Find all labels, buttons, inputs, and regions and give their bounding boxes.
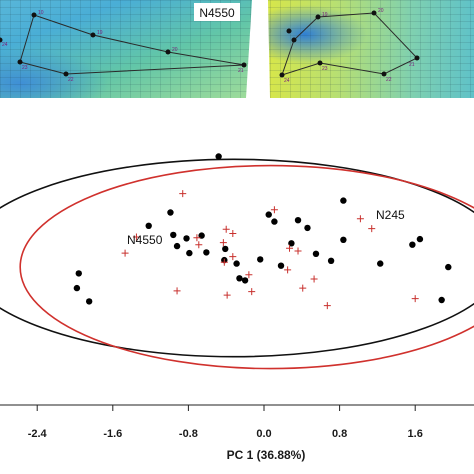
data-point-n245 [310, 275, 318, 283]
right-landmark-number: 21 [409, 62, 415, 68]
data-point-n4550 [233, 260, 240, 267]
right-landmark-number: 19 [322, 12, 328, 18]
left-landmark-number: 22 [68, 77, 74, 83]
data-point-n4550 [312, 250, 320, 257]
confidence-ellipses [0, 158, 474, 370]
data-point-n4550 [145, 222, 152, 229]
right-inset-grid [268, 0, 474, 98]
data-point-n245 [193, 234, 201, 242]
data-point-n245 [323, 302, 331, 310]
data-point-n4550 [277, 262, 285, 269]
data-point-n4550 [73, 284, 81, 292]
confidence-ellipse-n4550 [0, 158, 474, 358]
data-point-n4550 [304, 224, 311, 232]
data-point-n245 [219, 239, 227, 247]
data-point-n245 [222, 225, 230, 233]
data-point-n245 [223, 291, 231, 299]
inset-label-box [194, 3, 240, 21]
inset-label: N4550 [199, 6, 235, 20]
data-point-n245 [245, 271, 253, 279]
data-point-n4550 [265, 211, 272, 218]
data-point-n4550 [203, 249, 210, 256]
data-point-n4550 [416, 235, 424, 243]
data-point-n4550 [173, 242, 181, 250]
group-label-n4550: N4550 [127, 233, 163, 247]
left-landmark-number: 23 [22, 65, 28, 71]
left-landmark-number: 19 [97, 30, 103, 36]
data-point-n4550 [222, 245, 229, 253]
data-point-n4550 [215, 153, 222, 160]
data-point-n4550 [409, 241, 416, 248]
data-point-n245 [284, 266, 292, 274]
data-point-n245 [286, 244, 294, 252]
data-point-n4550 [75, 270, 82, 277]
data-point-n245 [195, 241, 203, 249]
data-point-n4550 [241, 277, 249, 284]
right-inset-outline [281, 12, 418, 76]
data-point-n4550 [271, 218, 278, 225]
data-point-n4550 [340, 197, 347, 204]
x-axis-title: PC 1 (36.88%) [227, 448, 306, 462]
left-landmark-number: 21 [238, 68, 244, 74]
x-tick-label: -1.6 [103, 428, 122, 440]
x-tick-label: 0.8 [332, 428, 347, 440]
data-point-n245 [179, 190, 187, 198]
pca-scatter-plot: N4550 N245 -3.2-2.4-1.6-0.80.00.81.62.4 … [0, 153, 474, 462]
data-point-n245 [294, 247, 302, 255]
data-point-n4550 [236, 275, 243, 282]
confidence-ellipse-n245 [19, 164, 474, 370]
data-point-n245 [220, 258, 228, 266]
data-point-n245 [132, 233, 140, 241]
data-point-n4550 [340, 236, 347, 243]
data-point-n245 [368, 225, 376, 233]
data-point-n4550 [167, 209, 174, 216]
left-landmark-number: 10 [38, 10, 44, 16]
data-point-n4550 [377, 260, 384, 267]
data-point-n245 [299, 284, 307, 292]
data-point-n245 [411, 295, 419, 303]
data-point-n245 [173, 287, 181, 295]
left-landmark-number: 20 [172, 47, 178, 53]
data-point-n245 [229, 253, 237, 261]
data-points [73, 153, 452, 310]
data-point-n4550 [183, 235, 190, 242]
data-point-n245 [270, 206, 278, 214]
data-point-n245 [356, 215, 364, 223]
right-deformation-inset: 19 20 21 22 23 24 [268, 0, 474, 98]
x-tick-label: 0.0 [256, 428, 271, 440]
x-tick-label: 1.6 [408, 428, 423, 440]
data-point-n4550 [438, 296, 445, 304]
group-label-n245: N245 [376, 208, 405, 222]
data-point-n4550 [294, 217, 302, 224]
data-point-n245 [248, 288, 256, 296]
data-point-n245 [229, 230, 237, 237]
data-point-n245 [121, 249, 129, 257]
x-tick-label: -2.4 [28, 428, 48, 440]
data-point-n4550 [170, 231, 177, 239]
right-inset-landmarks [279, 10, 420, 78]
right-landmark-number: 23 [322, 66, 328, 72]
data-point-n4550 [327, 257, 335, 264]
right-landmark-number: 20 [378, 8, 384, 14]
right-landmark-number: 24 [284, 78, 290, 84]
right-landmark-number: 22 [386, 77, 392, 83]
data-point-n4550 [257, 256, 264, 263]
data-point-n4550 [186, 249, 193, 257]
x-axis-ticks: -3.2-2.4-1.6-0.80.00.81.62.4 [28, 405, 423, 440]
x-tick-label: -0.8 [179, 428, 198, 440]
data-point-n4550 [445, 263, 452, 271]
left-deformation-inset: 10 19 20 21 22 23 24 N4550 [0, 0, 252, 98]
left-inset-landmarks [0, 12, 247, 77]
left-landmark-number: 24 [2, 42, 8, 48]
data-point-n4550 [85, 298, 93, 305]
